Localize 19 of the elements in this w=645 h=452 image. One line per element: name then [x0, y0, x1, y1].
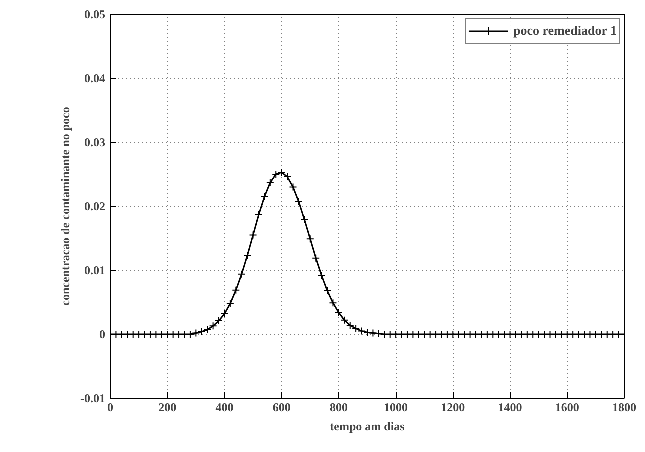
y-tick-label: 0.02	[84, 200, 106, 214]
x-tick-label: 1600	[555, 400, 580, 414]
y-tick-label: 0.03	[84, 136, 106, 150]
legend-label: poco remediador 1	[513, 23, 617, 39]
x-tick-label: 400	[216, 400, 234, 414]
y-axis-title: concentracao de contaminante no poco	[58, 107, 73, 306]
x-tick-label: 1400	[498, 400, 522, 414]
x-tick-label: 200	[158, 400, 177, 414]
x-axis-title: tempo am dias	[330, 420, 406, 434]
x-tick-label: 600	[272, 400, 291, 414]
y-tick-label: 0.04	[84, 72, 106, 86]
y-tick-label: -0.01	[80, 392, 106, 406]
x-tick-label: 1200	[441, 400, 466, 414]
x-tick-label: 800	[330, 400, 348, 414]
y-tick-label: 0.05	[84, 8, 106, 22]
x-tick-label: 1000	[384, 400, 408, 414]
y-tick-label: 0.01	[84, 264, 106, 278]
x-tick-label: 1800	[612, 400, 636, 414]
y-tick-label: 0	[100, 328, 106, 342]
